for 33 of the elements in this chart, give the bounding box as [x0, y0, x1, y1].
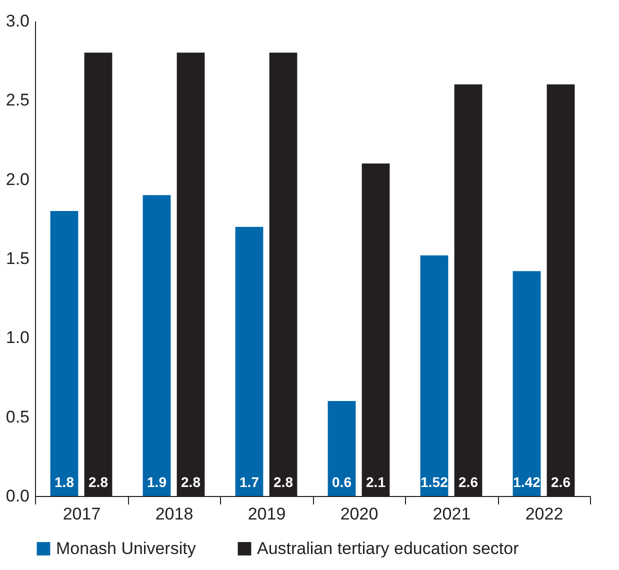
data-label: 2.6: [458, 474, 478, 490]
y-tick-label: 1.0: [6, 328, 30, 348]
data-label: 2.8: [181, 474, 201, 490]
legend-label: Monash University: [56, 538, 196, 558]
bar: [328, 401, 356, 496]
x-tick-label: 2019: [248, 504, 286, 524]
bar: [50, 211, 78, 496]
data-label: 2.8: [88, 474, 108, 490]
x-tick-label: 2021: [432, 504, 471, 524]
y-tick-label: 0.0: [6, 486, 30, 506]
data-label: 1.52: [420, 474, 448, 490]
legend-label: Australian tertiary education sector: [257, 538, 520, 558]
data-label: 0.6: [332, 474, 352, 490]
x-tick-label: 2017: [62, 504, 101, 524]
data-label: 1.8: [54, 474, 74, 490]
data-label: 2.1: [366, 474, 386, 490]
y-tick-label: 1.5: [6, 249, 30, 268]
data-label: 2.6: [551, 474, 571, 490]
x-tick-label: 2018: [155, 504, 194, 524]
bar: [142, 195, 171, 496]
data-label: 1.42: [513, 474, 541, 490]
bar: [512, 271, 541, 496]
bar: [420, 255, 448, 496]
y-tick-label: 2.0: [6, 170, 30, 189]
x-tick-label: 2020: [340, 504, 378, 524]
y-tick-label: 0.5: [6, 407, 30, 426]
data-label: 1.7: [240, 474, 260, 490]
bar: [235, 226, 264, 496]
x-tick-label: 2022: [525, 504, 564, 524]
data-label: 1.9: [147, 474, 167, 490]
y-tick-label: 2.5: [6, 90, 30, 110]
data-label: 2.8: [274, 474, 294, 490]
y-tick-label: 3.0: [6, 12, 30, 30]
